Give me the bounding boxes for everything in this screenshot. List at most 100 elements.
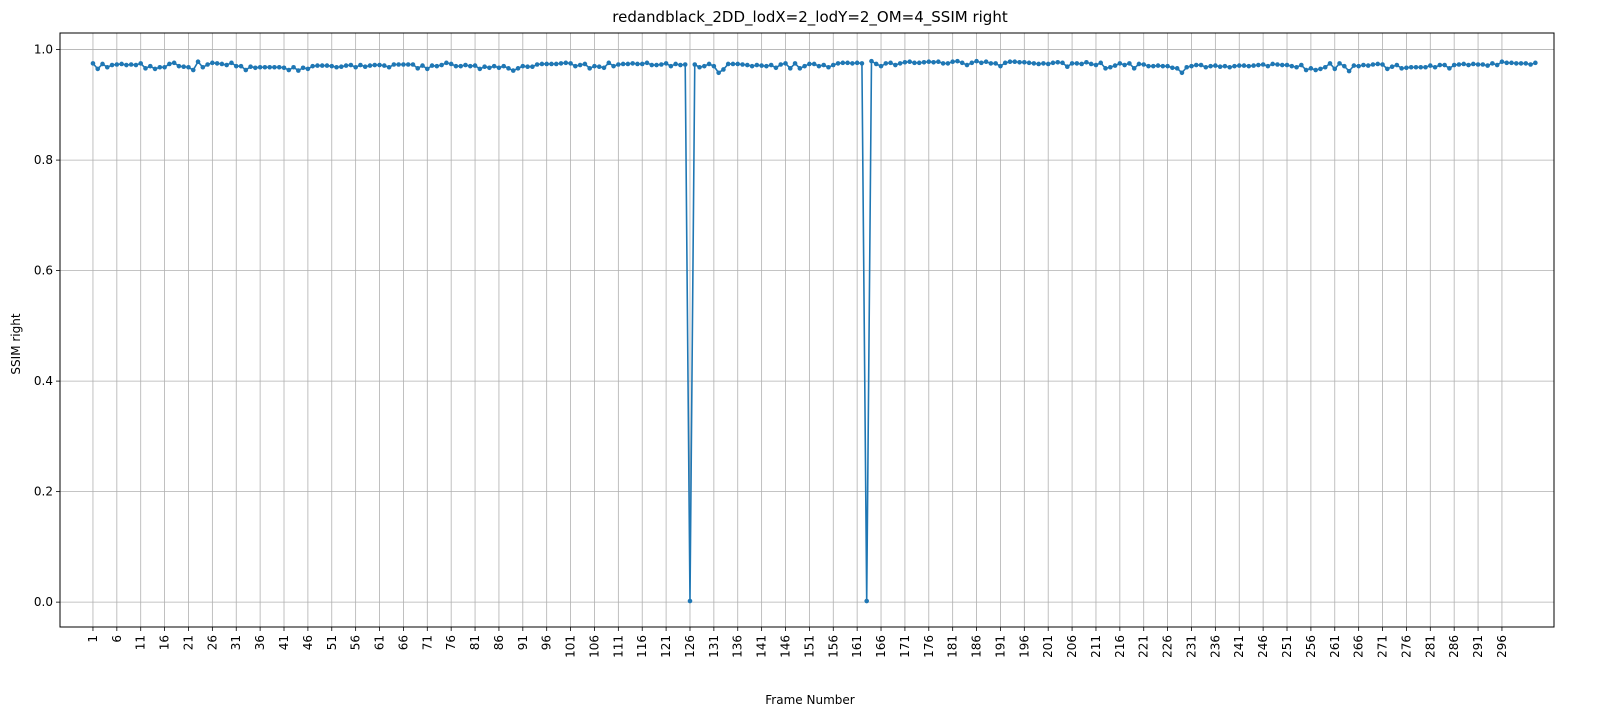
x-tick-label: 51 <box>325 635 339 650</box>
data-point <box>276 64 282 70</box>
y-tick-label: 0.0 <box>34 595 53 609</box>
data-point <box>190 67 196 73</box>
data-point <box>940 61 946 66</box>
data-point <box>1227 64 1232 70</box>
data-point <box>1399 66 1404 71</box>
data-point <box>1533 60 1538 66</box>
data-point <box>1198 62 1204 68</box>
x-tick-label: 71 <box>420 635 434 650</box>
data-point <box>315 63 320 68</box>
data-point <box>257 64 263 70</box>
data-point <box>143 66 148 71</box>
x-tick-label: 171 <box>898 635 912 658</box>
data-point <box>959 60 965 66</box>
data-point <box>1380 62 1385 67</box>
data-point <box>1170 65 1175 71</box>
data-point <box>1303 67 1309 73</box>
data-point <box>1213 63 1218 68</box>
x-tick-label: 66 <box>396 635 410 650</box>
data-point <box>1447 66 1452 71</box>
data-point <box>916 60 922 66</box>
data-point <box>1069 61 1075 66</box>
data-point <box>104 64 110 70</box>
x-tick-label: 21 <box>181 635 195 650</box>
data-point <box>644 60 650 66</box>
data-point <box>339 64 344 70</box>
plot-frame <box>59 32 1555 628</box>
data-point <box>1189 63 1194 69</box>
data-point <box>310 63 315 69</box>
data-point <box>711 63 717 69</box>
data-point <box>1184 64 1190 70</box>
x-tick-label: 1 <box>86 635 100 643</box>
data-point <box>826 64 831 70</box>
data-point <box>1385 66 1390 72</box>
data-point <box>377 62 382 68</box>
x-tick-label: 36 <box>253 635 267 650</box>
data-point <box>974 58 979 64</box>
y-tick-label: 0.2 <box>34 485 53 499</box>
data-point <box>1346 68 1352 74</box>
data-point <box>525 64 530 70</box>
data-point <box>654 62 659 68</box>
x-tick-label: 56 <box>349 635 363 650</box>
data-point <box>1232 63 1237 69</box>
data-point <box>262 64 268 70</box>
x-tick-label: 116 <box>635 635 649 658</box>
data-point <box>1466 62 1471 68</box>
data-point <box>673 61 678 67</box>
data-point <box>1509 60 1514 66</box>
data-point <box>1322 64 1328 70</box>
data-point <box>343 63 349 68</box>
data-point <box>1342 63 1347 69</box>
data-point <box>205 62 210 67</box>
data-point <box>1404 65 1409 71</box>
data-point <box>1236 63 1242 68</box>
data-point <box>291 64 296 70</box>
data-point <box>324 63 330 68</box>
data-point <box>1499 59 1505 65</box>
y-axis-label: SSIM right <box>9 313 23 374</box>
x-tick-label: 206 <box>1065 635 1079 658</box>
data-point <box>859 61 865 66</box>
data-point <box>1093 62 1099 68</box>
data-point <box>659 62 664 67</box>
x-tick-label: 191 <box>993 635 1007 658</box>
data-point <box>582 61 588 67</box>
data-point <box>1279 62 1285 68</box>
data-point <box>515 66 521 71</box>
data-point <box>1318 66 1323 72</box>
data-point <box>1327 61 1333 66</box>
data-point <box>1394 62 1400 68</box>
x-tick-label: 231 <box>1184 635 1198 658</box>
data-point <box>611 63 616 69</box>
data-point <box>439 62 444 68</box>
data-point <box>830 62 836 68</box>
data-point <box>424 66 430 72</box>
x-tick-label: 156 <box>826 635 840 658</box>
data-point <box>630 61 635 66</box>
x-tick-label: 146 <box>779 635 793 658</box>
data-point <box>496 65 502 71</box>
data-point <box>1365 63 1371 68</box>
data-point <box>1442 62 1447 68</box>
data-point <box>1208 63 1213 69</box>
data-point <box>778 62 784 67</box>
data-point <box>405 62 411 67</box>
data-point <box>1423 64 1428 70</box>
data-point <box>888 60 893 66</box>
data-point <box>133 62 139 68</box>
data-point <box>1222 63 1228 69</box>
data-point <box>1136 61 1142 67</box>
data-point <box>444 60 449 66</box>
data-point <box>281 65 287 71</box>
data-point <box>238 63 244 69</box>
data-point <box>214 61 220 66</box>
data-point <box>367 63 373 68</box>
data-point <box>176 63 182 69</box>
x-axis-label: Frame Number <box>765 693 854 707</box>
data-point <box>558 61 564 66</box>
data-point <box>186 64 191 70</box>
y-tick-label: 0.6 <box>34 264 53 278</box>
data-point <box>267 64 272 70</box>
